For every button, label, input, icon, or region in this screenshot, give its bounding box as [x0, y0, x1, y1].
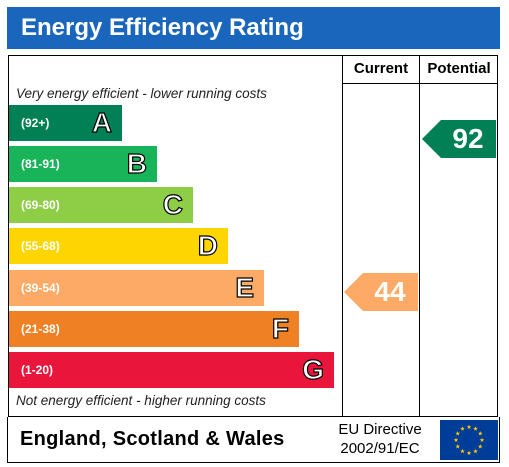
flag-star: [453, 437, 459, 442]
band-letter: B: [126, 147, 147, 179]
flag-star: [477, 444, 483, 449]
flag-star: [473, 448, 478, 454]
current-rating-value: 44: [374, 276, 406, 307]
potential-rating-value: 92: [452, 123, 484, 154]
band-range-label: (55-68): [21, 239, 60, 253]
band-range-label: (21-38): [21, 322, 60, 336]
band-letter: F: [271, 312, 289, 344]
band-range-label: (92+): [21, 116, 50, 130]
country-label: England, Scotland & Wales: [20, 428, 285, 450]
band-letter: G: [302, 353, 325, 385]
flag-star: [455, 444, 461, 449]
directive-line-2: 2002/91/EC: [340, 440, 420, 457]
rating-band-e: (39-54) E: [9, 270, 264, 306]
rating-band-d: (55-68) D: [9, 228, 228, 264]
column-divider-current: [342, 55, 343, 417]
footer: England, Scotland & Wales EU Directive 2…: [7, 417, 500, 463]
column-header-potential: Potential: [427, 60, 491, 77]
rating-band-g: (1-20) G: [9, 352, 334, 388]
band-letter: E: [235, 271, 255, 303]
eu-flag-icon: [440, 420, 498, 460]
band-letter: C: [162, 188, 183, 220]
rating-band-c: (69-80) C: [9, 187, 193, 223]
flag-star: [460, 426, 465, 431]
page-title: Energy Efficiency Rating: [21, 14, 304, 41]
band-range-label: (81-91): [21, 157, 60, 171]
note-not-efficient: Not energy efficient - higher running co…: [16, 393, 266, 408]
flag-star: [477, 431, 483, 436]
current-rating-arrow: 44: [344, 273, 418, 311]
band-range-label: (1-20): [21, 363, 54, 377]
flag-star: [460, 448, 465, 454]
rating-chart-frame: [8, 55, 498, 417]
flag-star: [466, 424, 472, 429]
rating-band-f: (21-38) F: [9, 311, 299, 347]
band-range-label: (69-80): [21, 198, 60, 212]
column-divider-potential: [419, 55, 420, 417]
band-letter: A: [91, 106, 112, 138]
flag-star: [479, 437, 485, 442]
rating-band-a: (92+) A: [9, 105, 122, 141]
band-letter: D: [197, 229, 218, 261]
column-header-current: Current: [353, 60, 409, 77]
column-header-divider: [342, 83, 498, 84]
rating-band-b: (81-91) B: [9, 146, 157, 182]
band-range-label: (39-54): [21, 281, 60, 295]
potential-rating-arrow: 92: [422, 120, 496, 158]
directive-line-1: EU Directive: [338, 421, 422, 438]
note-very-efficient: Very energy efficient - lower running co…: [16, 86, 267, 101]
eu-directive-label: EU Directive 2002/91/EC: [326, 420, 434, 458]
flag-star: [466, 450, 472, 455]
title-banner: Energy Efficiency Rating: [7, 7, 500, 49]
flag-star: [455, 431, 461, 436]
flag-star: [473, 426, 478, 431]
